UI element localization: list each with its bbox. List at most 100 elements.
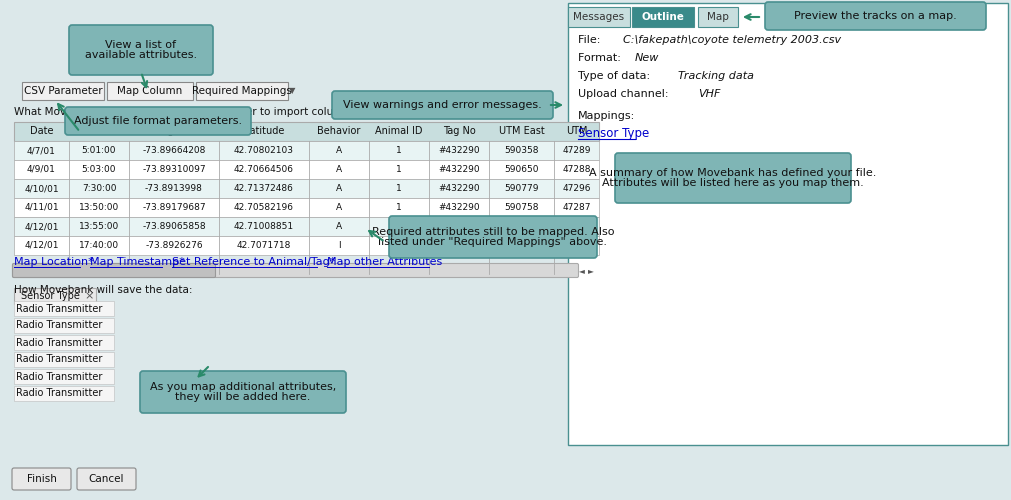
Text: 13:50:00: 13:50:00	[79, 203, 119, 212]
FancyBboxPatch shape	[14, 352, 114, 367]
FancyBboxPatch shape	[764, 2, 985, 30]
Text: Behavior: Behavior	[317, 126, 360, 136]
FancyBboxPatch shape	[22, 82, 104, 100]
Text: Upload channel:: Upload channel:	[577, 89, 671, 99]
Text: 1: 1	[395, 241, 401, 250]
Text: 42.7071718: 42.7071718	[237, 241, 291, 250]
Text: Adjust file format parameters.: Adjust file format parameters.	[74, 116, 242, 126]
Text: Type of data:: Type of data:	[577, 71, 653, 81]
Text: Sensor Type: Sensor Type	[577, 128, 649, 140]
Text: A: A	[336, 203, 342, 212]
Text: What Movebank sees in your file (Click header to import column into Movebank):: What Movebank sees in your file (Click h…	[14, 107, 438, 117]
FancyBboxPatch shape	[632, 7, 694, 27]
Text: ►: ►	[587, 266, 593, 275]
Text: UTM East: UTM East	[498, 126, 544, 136]
Text: Mappings:: Mappings:	[577, 111, 635, 121]
FancyBboxPatch shape	[14, 369, 114, 384]
Text: Radio Transmitter: Radio Transmitter	[16, 338, 102, 347]
FancyBboxPatch shape	[196, 82, 288, 100]
FancyBboxPatch shape	[14, 288, 96, 304]
Text: Messages: Messages	[573, 12, 624, 22]
Text: Radio Transmitter: Radio Transmitter	[16, 388, 102, 398]
Text: Preview the tracks on a map.: Preview the tracks on a map.	[794, 11, 956, 21]
Text: View warnings and error messages.: View warnings and error messages.	[343, 100, 541, 110]
Text: -73.89310097: -73.89310097	[143, 165, 205, 174]
Text: Sensor Type: Sensor Type	[20, 291, 79, 301]
FancyBboxPatch shape	[14, 301, 114, 316]
Text: Attributes will be listed here as you map them.: Attributes will be listed here as you ma…	[602, 178, 863, 188]
Text: Set Reference to Animal/Tag*: Set Reference to Animal/Tag*	[172, 257, 335, 267]
Text: New: New	[634, 53, 659, 63]
FancyBboxPatch shape	[12, 264, 215, 278]
Text: 590688: 590688	[503, 241, 538, 250]
Text: -73.8926276: -73.8926276	[145, 241, 202, 250]
Text: 1: 1	[395, 165, 401, 174]
Text: 13:55:00: 13:55:00	[79, 222, 119, 231]
Text: Required Mappings: Required Mappings	[192, 86, 291, 96]
FancyBboxPatch shape	[69, 25, 212, 75]
Text: Map Location*: Map Location*	[14, 257, 94, 267]
Text: Radio Transmitter: Radio Transmitter	[16, 304, 102, 314]
Text: Tracking data: Tracking data	[677, 71, 753, 81]
Text: ◄: ◄	[578, 266, 584, 275]
FancyBboxPatch shape	[14, 198, 599, 217]
Text: 4/9/01: 4/9/01	[27, 165, 56, 174]
FancyBboxPatch shape	[12, 468, 71, 490]
Text: 1: 1	[395, 222, 401, 231]
FancyBboxPatch shape	[77, 468, 135, 490]
Text: #432290: #432290	[438, 184, 479, 193]
Text: Radio Transmitter: Radio Transmitter	[16, 320, 102, 330]
Text: 47292: 47292	[562, 222, 590, 231]
Text: ×: ×	[84, 291, 94, 301]
Text: Tag No: Tag No	[442, 126, 475, 136]
Text: available attributes.: available attributes.	[85, 50, 197, 60]
FancyBboxPatch shape	[567, 3, 1007, 445]
Text: 42.70664506: 42.70664506	[234, 165, 294, 174]
Text: -73.89664208: -73.89664208	[143, 146, 205, 155]
Text: I: I	[338, 241, 340, 250]
Text: 4/11/01: 4/11/01	[24, 203, 59, 212]
Text: File:: File:	[577, 35, 604, 45]
Text: Time EST: Time EST	[77, 126, 121, 136]
Text: Animal ID: Animal ID	[375, 126, 423, 136]
Text: 47289: 47289	[562, 146, 590, 155]
Text: Latitude: Latitude	[244, 126, 284, 136]
Text: #432290: #432290	[438, 241, 479, 250]
Text: A: A	[336, 165, 342, 174]
Text: Required attributes still to be mapped. Also: Required attributes still to be mapped. …	[371, 227, 614, 237]
Text: Cancel: Cancel	[89, 474, 124, 484]
Text: 7:30:00: 7:30:00	[82, 184, 116, 193]
Text: CSV Parameter: CSV Parameter	[23, 86, 102, 96]
Text: Map other Attributes: Map other Attributes	[327, 257, 442, 267]
Text: 5:03:00: 5:03:00	[82, 165, 116, 174]
Text: UTM: UTM	[565, 126, 586, 136]
Text: VHF: VHF	[698, 89, 720, 99]
Text: 47288: 47288	[562, 241, 590, 250]
Text: 1: 1	[395, 146, 401, 155]
Text: 590758: 590758	[503, 203, 538, 212]
Text: Outline: Outline	[641, 12, 683, 22]
Text: C:\fakepath\coyote telemetry 2003.csv: C:\fakepath\coyote telemetry 2003.csv	[623, 35, 840, 45]
Text: Date: Date	[29, 126, 54, 136]
Text: 42.71372486: 42.71372486	[234, 184, 293, 193]
Text: Map Column: Map Column	[117, 86, 182, 96]
Text: As you map additional attributes,: As you map additional attributes,	[150, 382, 336, 392]
Text: -73.89065858: -73.89065858	[143, 222, 205, 231]
Text: they will be added here.: they will be added here.	[175, 392, 310, 402]
Text: 47287: 47287	[562, 203, 590, 212]
Text: Radio Transmitter: Radio Transmitter	[16, 372, 102, 382]
Text: 17:40:00: 17:40:00	[79, 241, 119, 250]
Text: #432290: #432290	[438, 203, 479, 212]
Text: 42.70582196: 42.70582196	[234, 203, 294, 212]
Text: #432290: #432290	[438, 165, 479, 174]
Text: 4/12/01: 4/12/01	[24, 222, 59, 231]
Text: Finish: Finish	[26, 474, 57, 484]
Text: 590358: 590358	[503, 146, 538, 155]
Text: -73.8913998: -73.8913998	[145, 184, 203, 193]
Text: 1: 1	[395, 203, 401, 212]
FancyBboxPatch shape	[14, 179, 599, 198]
Text: View a list of: View a list of	[105, 40, 176, 50]
Text: #432290: #432290	[438, 146, 479, 155]
Text: Radio Transmitter: Radio Transmitter	[16, 354, 102, 364]
FancyBboxPatch shape	[107, 82, 193, 100]
